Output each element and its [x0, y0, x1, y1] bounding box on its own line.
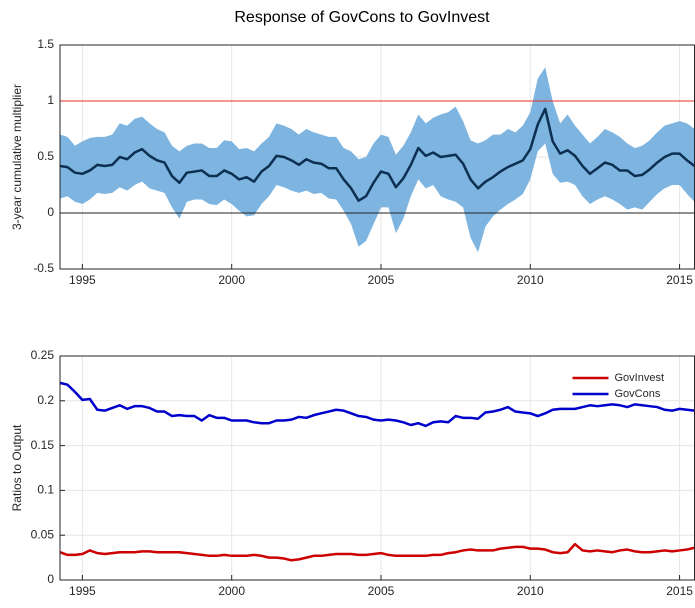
y-tick-label: 0.15: [31, 438, 55, 452]
legend-label: GovInvest: [615, 372, 665, 384]
y-tick-label: 0: [47, 205, 54, 219]
x-tick-label: 1995: [69, 273, 96, 287]
x-tick-label: 2010: [517, 273, 544, 287]
response-line: [59, 107, 695, 202]
x-tick-label: 2015: [666, 273, 693, 287]
y-tick-label: 1.5: [37, 37, 54, 51]
x-tick-label: 2010: [517, 584, 544, 598]
y-axis-label: 3-year cumulative multiplier: [10, 84, 24, 230]
legend-label: GovCons: [615, 388, 661, 400]
y-tick-label: 0.25: [31, 348, 55, 362]
y-tick-label: 0.5: [37, 149, 54, 163]
y-tick-label: 1: [47, 93, 54, 107]
y-axis-label: Ratios to Output: [10, 424, 24, 511]
x-tick-label: 2005: [368, 273, 395, 287]
x-tick-label: 2005: [368, 584, 395, 598]
x-tick-label: 2015: [666, 584, 693, 598]
y-tick-label: 0.1: [37, 483, 54, 497]
x-tick-label: 1995: [69, 584, 96, 598]
chart-title: Response of GovCons to GovInvest: [234, 9, 490, 26]
y-tick-label: 0.05: [31, 527, 55, 541]
axes: 1995 2000 2005 2010 2015 -0.5 0 0.5 1 1.5 3-year c…: [10, 37, 695, 287]
plot-area: [60, 356, 695, 580]
y-tick-label: -0.5: [33, 261, 54, 275]
series-line: [59, 381, 695, 428]
axes: 1995 2000 2005 2010 2015 0 0.05 0.1 0.15 0.2 0.25 R…: [10, 348, 695, 598]
confidence-band: [60, 67, 695, 253]
y-tick-label: 0: [47, 572, 54, 586]
x-tick-label: 2000: [218, 273, 245, 287]
series-line: [59, 542, 695, 562]
x-tick-label: 2000: [218, 584, 245, 598]
y-tick-label: 0.2: [37, 393, 54, 407]
